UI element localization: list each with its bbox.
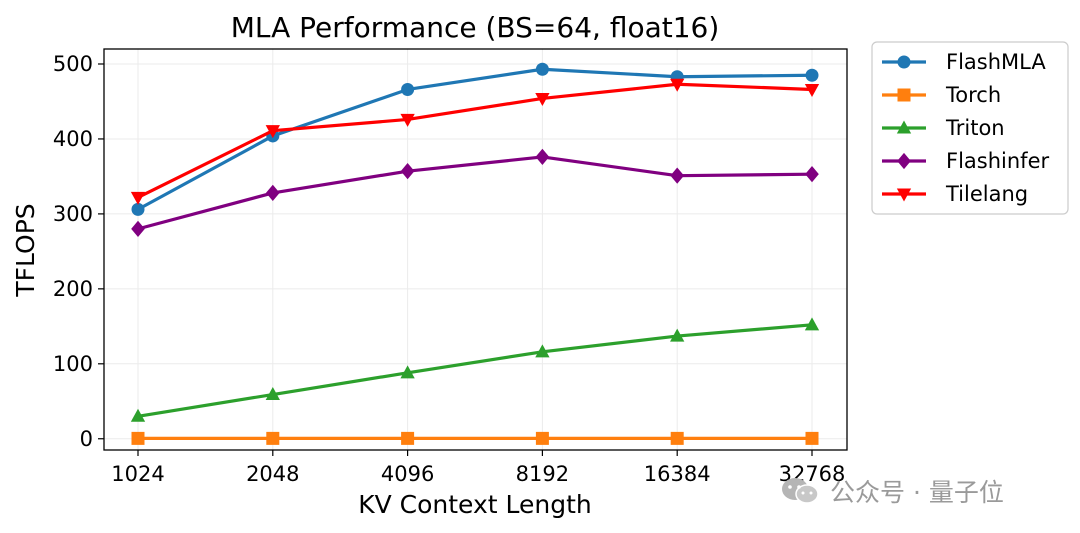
data-point	[400, 163, 415, 180]
data-point	[130, 408, 146, 422]
data-point	[400, 365, 415, 379]
data-point	[131, 202, 145, 216]
legend-marker	[896, 188, 912, 202]
data-point	[131, 220, 145, 238]
data-point	[805, 431, 819, 445]
legend-label: Tilelang	[945, 182, 1028, 206]
data-point	[535, 344, 550, 358]
y-tick-label: 400	[53, 127, 93, 151]
data-point	[401, 431, 415, 445]
legend-label: Flashinfer	[946, 149, 1049, 173]
y-tick-label: 200	[53, 277, 93, 301]
legend-item: Triton	[882, 116, 1005, 140]
x-tick-label: 4096	[381, 462, 434, 486]
data-point	[805, 68, 819, 82]
legend-marker	[896, 120, 912, 134]
chart-title: MLA Performance (BS=64, float16)	[231, 11, 720, 44]
series-layer	[130, 62, 820, 445]
data-point	[670, 431, 684, 445]
x-tick-label: 2048	[246, 462, 299, 486]
x-tick-label: 16384	[644, 462, 711, 486]
y-tick-label: 500	[53, 52, 93, 76]
legend-item: FlashMLA	[882, 50, 1046, 74]
legend: FlashMLA Torch Triton Flashinfer Tilelang	[871, 41, 1069, 215]
data-point	[265, 184, 280, 202]
series-triton	[130, 317, 820, 422]
legend-item: Tilelang	[882, 182, 1028, 206]
series-torch	[131, 431, 819, 445]
data-point	[130, 191, 146, 205]
y-tick-label: 300	[53, 202, 93, 226]
legend-label: Torch	[945, 83, 1001, 107]
data-point	[670, 78, 685, 92]
y-tick-label: 100	[53, 352, 93, 376]
series-tilelang	[130, 78, 820, 205]
series-flashmla	[131, 62, 819, 216]
data-point	[131, 431, 145, 445]
legend-marker	[897, 55, 911, 69]
series-line	[137, 67, 813, 211]
wechat-icon	[780, 476, 822, 506]
series-line	[137, 323, 813, 418]
legend-item: Torch	[882, 83, 1001, 107]
data-point	[535, 148, 550, 166]
data-point	[535, 92, 550, 106]
data-point	[670, 167, 685, 184]
y-tick-label: 0	[80, 427, 93, 451]
data-point	[266, 431, 280, 445]
y-axis-label: TFLOPS	[11, 203, 40, 297]
data-point	[401, 82, 415, 96]
x-axis-label: KV Context Length	[358, 490, 592, 519]
data-point	[265, 387, 280, 401]
legend-box	[871, 41, 1069, 215]
watermark-text: 公众号 · 量子位	[830, 478, 1004, 507]
data-point	[265, 125, 280, 139]
legend-marker	[897, 152, 911, 170]
plot-frame	[103, 48, 848, 451]
data-point	[535, 431, 549, 445]
series-line	[137, 82, 813, 199]
legend-marker	[897, 88, 911, 102]
series-flashinfer	[131, 148, 819, 238]
legend-label: Triton	[945, 116, 1005, 140]
x-tick-label: 8192	[516, 462, 569, 486]
data-point	[805, 166, 819, 183]
legend-item: Flashinfer	[882, 149, 1049, 173]
data-point	[400, 113, 415, 127]
data-point	[804, 83, 820, 97]
data-point	[535, 62, 549, 76]
data-point	[670, 328, 685, 342]
series-line	[137, 155, 813, 231]
axes: 1024 2048 4096 8192 16384 3276801002003004005…	[53, 52, 846, 486]
data-point	[804, 317, 820, 331]
watermark: 公众号 · 量子位	[780, 474, 1004, 508]
x-tick-label: 1024	[111, 462, 164, 486]
legend-label: FlashMLA	[946, 50, 1046, 74]
